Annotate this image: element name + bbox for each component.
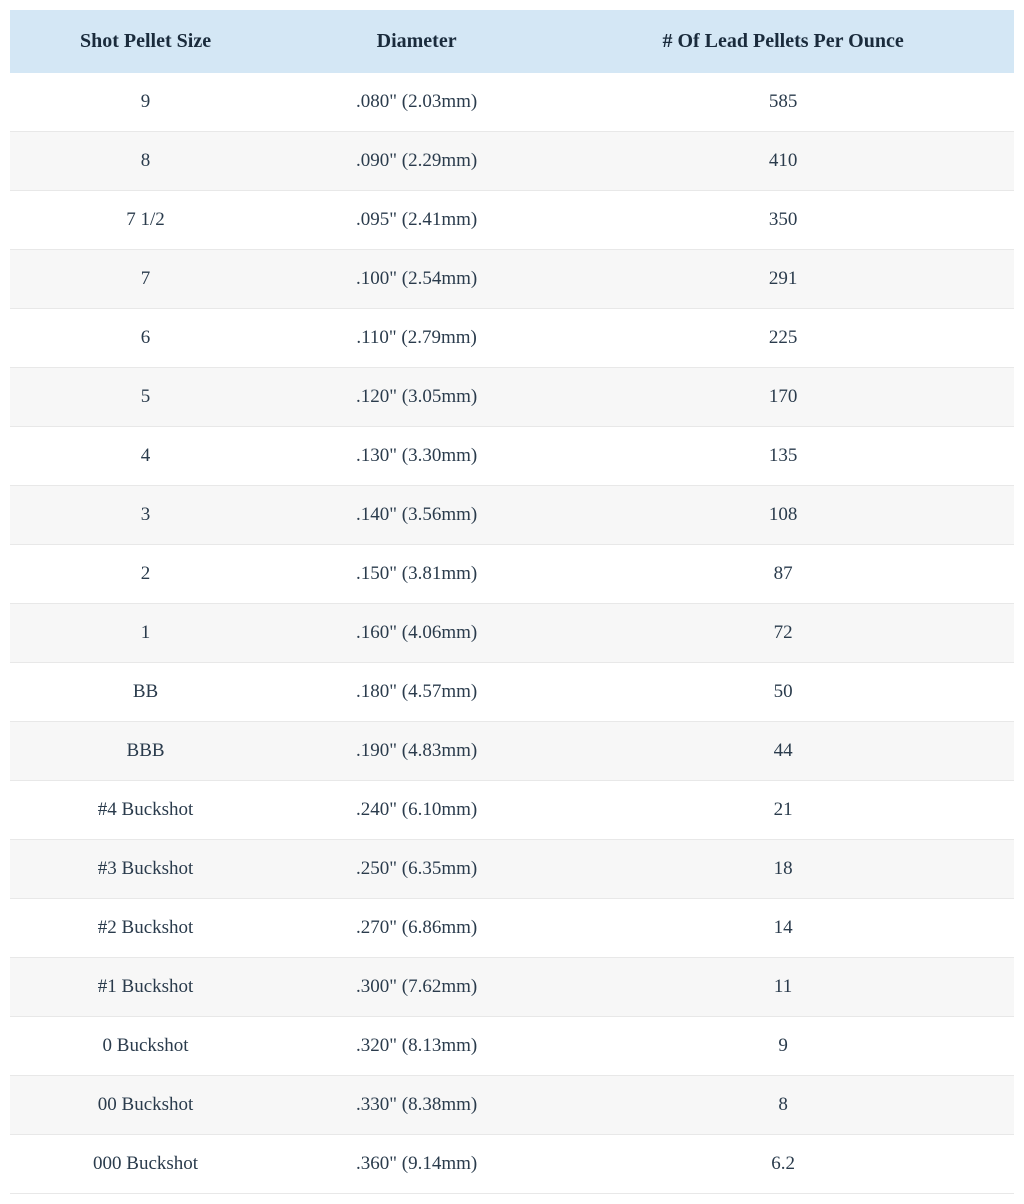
- table-row: 8.090" (2.29mm)410: [10, 132, 1014, 191]
- cell-size: 6: [10, 309, 281, 368]
- cell-diameter: .150" (3.81mm): [281, 545, 552, 604]
- table-row: 2.150" (3.81mm)87: [10, 545, 1014, 604]
- header-row: Shot Pellet Size Diameter # Of Lead Pell…: [10, 10, 1014, 73]
- table-row: 1.160" (4.06mm)72: [10, 604, 1014, 663]
- cell-size: 9: [10, 73, 281, 132]
- cell-count: 225: [552, 309, 1014, 368]
- table-row: #4 Buckshot.240" (6.10mm)21: [10, 781, 1014, 840]
- cell-diameter: .330" (8.38mm): [281, 1076, 552, 1135]
- cell-size: 4: [10, 427, 281, 486]
- cell-count: 21: [552, 781, 1014, 840]
- cell-size: 3: [10, 486, 281, 545]
- cell-diameter: .300" (7.62mm): [281, 958, 552, 1017]
- table-row: #3 Buckshot.250" (6.35mm)18: [10, 840, 1014, 899]
- column-header-size: Shot Pellet Size: [10, 10, 281, 73]
- column-header-count: # Of Lead Pellets Per Ounce: [552, 10, 1014, 73]
- cell-size: 2: [10, 545, 281, 604]
- table-row: 000 Buckshot.360" (9.14mm)6.2: [10, 1135, 1014, 1194]
- cell-size: 5: [10, 368, 281, 427]
- cell-size: #3 Buckshot: [10, 840, 281, 899]
- cell-size: 00 Buckshot: [10, 1076, 281, 1135]
- cell-diameter: .110" (2.79mm): [281, 309, 552, 368]
- table-row: 6.110" (2.79mm)225: [10, 309, 1014, 368]
- cell-diameter: .100" (2.54mm): [281, 250, 552, 309]
- cell-size: #4 Buckshot: [10, 781, 281, 840]
- table-row: 4.130" (3.30mm)135: [10, 427, 1014, 486]
- cell-count: 291: [552, 250, 1014, 309]
- table-row: #1 Buckshot.300" (7.62mm)11: [10, 958, 1014, 1017]
- table-row: 3.140" (3.56mm)108: [10, 486, 1014, 545]
- cell-diameter: .140" (3.56mm): [281, 486, 552, 545]
- cell-diameter: .130" (3.30mm): [281, 427, 552, 486]
- pellet-size-table: Shot Pellet Size Diameter # Of Lead Pell…: [10, 10, 1014, 1194]
- cell-diameter: .320" (8.13mm): [281, 1017, 552, 1076]
- table-row: 00 Buckshot.330" (8.38mm)8: [10, 1076, 1014, 1135]
- cell-diameter: .120" (3.05mm): [281, 368, 552, 427]
- cell-size: #2 Buckshot: [10, 899, 281, 958]
- cell-size: BB: [10, 663, 281, 722]
- cell-diameter: .180" (4.57mm): [281, 663, 552, 722]
- cell-diameter: .240" (6.10mm): [281, 781, 552, 840]
- cell-diameter: .270" (6.86mm): [281, 899, 552, 958]
- table-row: 0 Buckshot.320" (8.13mm)9: [10, 1017, 1014, 1076]
- table-row: 5.120" (3.05mm)170: [10, 368, 1014, 427]
- cell-diameter: .095" (2.41mm): [281, 191, 552, 250]
- cell-size: 000 Buckshot: [10, 1135, 281, 1194]
- table-row: BB.180" (4.57mm)50: [10, 663, 1014, 722]
- cell-count: 9: [552, 1017, 1014, 1076]
- cell-count: 6.2: [552, 1135, 1014, 1194]
- table-row: 9.080" (2.03mm)585: [10, 73, 1014, 132]
- cell-count: 87: [552, 545, 1014, 604]
- cell-count: 8: [552, 1076, 1014, 1135]
- cell-count: 108: [552, 486, 1014, 545]
- cell-count: 44: [552, 722, 1014, 781]
- cell-diameter: .090" (2.29mm): [281, 132, 552, 191]
- cell-size: 1: [10, 604, 281, 663]
- cell-size: 7: [10, 250, 281, 309]
- table-row: 7 1/2.095" (2.41mm)350: [10, 191, 1014, 250]
- cell-count: 11: [552, 958, 1014, 1017]
- cell-diameter: .190" (4.83mm): [281, 722, 552, 781]
- cell-count: 410: [552, 132, 1014, 191]
- table-row: #2 Buckshot.270" (6.86mm)14: [10, 899, 1014, 958]
- cell-count: 18: [552, 840, 1014, 899]
- cell-diameter: .360" (9.14mm): [281, 1135, 552, 1194]
- cell-count: 50: [552, 663, 1014, 722]
- table-row: 7.100" (2.54mm)291: [10, 250, 1014, 309]
- cell-size: 7 1/2: [10, 191, 281, 250]
- cell-count: 170: [552, 368, 1014, 427]
- cell-count: 14: [552, 899, 1014, 958]
- cell-size: 8: [10, 132, 281, 191]
- cell-count: 72: [552, 604, 1014, 663]
- column-header-diameter: Diameter: [281, 10, 552, 73]
- cell-size: BBB: [10, 722, 281, 781]
- cell-count: 585: [552, 73, 1014, 132]
- cell-count: 350: [552, 191, 1014, 250]
- cell-count: 135: [552, 427, 1014, 486]
- cell-diameter: .250" (6.35mm): [281, 840, 552, 899]
- cell-size: 0 Buckshot: [10, 1017, 281, 1076]
- cell-diameter: .160" (4.06mm): [281, 604, 552, 663]
- cell-diameter: .080" (2.03mm): [281, 73, 552, 132]
- cell-size: #1 Buckshot: [10, 958, 281, 1017]
- table-body: 9.080" (2.03mm)5858.090" (2.29mm)4107 1/…: [10, 73, 1014, 1194]
- table-row: BBB.190" (4.83mm)44: [10, 722, 1014, 781]
- table-header: Shot Pellet Size Diameter # Of Lead Pell…: [10, 10, 1014, 73]
